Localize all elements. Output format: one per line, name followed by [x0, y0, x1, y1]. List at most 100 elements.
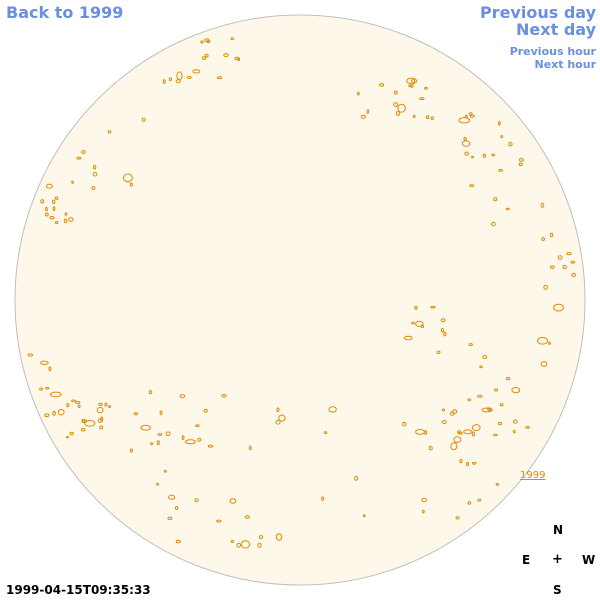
contour-feature — [275, 419, 281, 425]
contour-feature — [450, 411, 455, 416]
contour-feature — [275, 533, 283, 541]
contour-feature — [49, 216, 55, 220]
contour-feature — [54, 196, 59, 200]
compass-west: W — [582, 553, 596, 567]
contour-feature — [441, 420, 447, 424]
magnetic-contours — [27, 37, 577, 549]
contour-feature — [91, 186, 96, 191]
contour-feature — [450, 442, 458, 451]
contour-feature — [512, 419, 518, 424]
contour-feature — [467, 501, 472, 505]
contour-feature — [411, 321, 415, 325]
contour-feature — [403, 335, 413, 341]
contour-feature — [571, 272, 577, 277]
contour-feature — [471, 155, 474, 159]
contour-feature — [186, 76, 192, 79]
contour-feature — [221, 394, 227, 398]
contour-feature — [278, 414, 286, 422]
contour-feature — [491, 153, 496, 157]
contour-feature — [491, 221, 496, 227]
contour-feature — [98, 402, 103, 406]
contour-feature — [498, 121, 501, 126]
contour-feature — [511, 387, 521, 394]
previous-hour-link[interactable]: Previous hour — [509, 45, 596, 58]
contour-feature — [44, 413, 50, 418]
compass-south: S — [553, 583, 562, 597]
contour-feature — [328, 406, 337, 413]
contour-feature — [45, 183, 53, 189]
contour-feature — [162, 79, 166, 84]
contour-feature — [411, 79, 416, 84]
contour-feature — [493, 197, 498, 202]
contour-feature — [455, 516, 460, 520]
previous-day-link[interactable]: Previous day — [479, 3, 596, 22]
contour-feature — [443, 331, 447, 337]
contour-feature — [467, 398, 472, 402]
contour-feature — [397, 103, 406, 113]
contour-feature — [202, 56, 207, 61]
contour-feature — [150, 442, 154, 446]
solar-disk-outline — [14, 14, 586, 586]
contour-feature — [216, 519, 222, 523]
contour-feature — [420, 324, 425, 329]
contour-feature — [45, 206, 48, 212]
contour-feature — [518, 158, 525, 162]
contour-feature — [165, 431, 171, 437]
contour-feature — [540, 202, 545, 208]
contour-feature — [107, 130, 112, 134]
contour-feature — [75, 400, 81, 405]
contour-feature — [408, 84, 412, 88]
contour-feature — [148, 390, 153, 395]
contour-feature — [71, 399, 76, 403]
contour-feature — [549, 232, 554, 238]
contour-feature — [553, 303, 564, 312]
contour-feature — [402, 421, 407, 427]
contour-feature — [156, 440, 160, 446]
contour-feature — [525, 426, 530, 429]
contour-feature — [133, 412, 139, 416]
contour-feature — [100, 416, 104, 422]
contour-feature — [566, 252, 572, 256]
contour-feature — [541, 237, 546, 241]
compass-center: + — [552, 552, 563, 567]
contour-feature — [48, 366, 52, 372]
contour-feature — [123, 173, 133, 183]
contour-feature — [207, 444, 214, 448]
contour-feature — [157, 433, 163, 436]
contour-feature — [229, 498, 237, 504]
contour-feature — [66, 435, 69, 439]
contour-feature — [357, 91, 360, 96]
contour-feature — [71, 180, 74, 184]
contour-feature — [230, 539, 234, 544]
next-hour-link[interactable]: Next hour — [534, 58, 597, 71]
contour-feature — [436, 350, 441, 354]
next-day-link[interactable]: Next day — [516, 20, 596, 39]
contour-feature — [557, 255, 563, 260]
contour-feature — [66, 403, 70, 408]
contour-feature — [508, 142, 513, 147]
contour-feature — [40, 199, 45, 204]
contour-feature — [419, 97, 425, 101]
contour-feature — [479, 365, 483, 369]
back-to-year-link[interactable]: Back to 1999 — [6, 3, 124, 22]
contour-feature — [159, 410, 163, 416]
contour-feature — [141, 117, 146, 122]
contour-feature — [395, 111, 400, 116]
contour-feature — [204, 53, 209, 58]
contour-feature — [129, 182, 133, 187]
contour-feature — [498, 421, 502, 426]
contour-feature — [257, 542, 262, 548]
contour-feature — [92, 165, 97, 170]
contour-feature — [52, 199, 56, 205]
contour-feature — [39, 387, 43, 391]
contour-feature — [140, 424, 151, 431]
contour-feature — [40, 360, 49, 365]
year-link[interactable]: 1999 — [520, 470, 546, 481]
contour-feature — [163, 469, 167, 473]
contour-feature — [428, 446, 433, 451]
contour-feature — [321, 496, 325, 501]
contour-feature — [477, 394, 483, 398]
contour-feature — [459, 458, 463, 464]
contour-feature — [430, 305, 436, 309]
contour-feature — [52, 410, 56, 416]
